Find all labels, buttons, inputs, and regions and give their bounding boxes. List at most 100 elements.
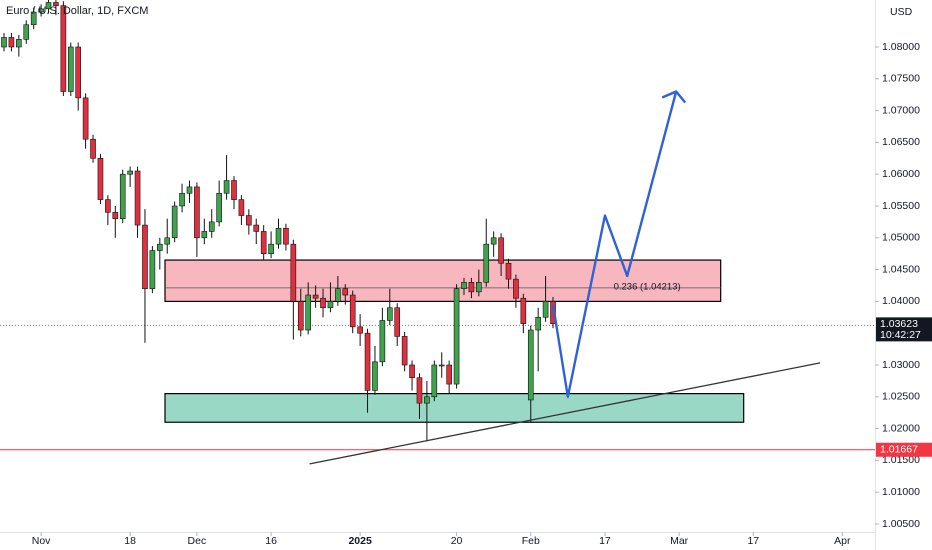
x-tick-label: Dec bbox=[188, 535, 207, 547]
candle-body bbox=[424, 396, 430, 404]
candle-body bbox=[149, 250, 156, 289]
candle-body bbox=[335, 288, 341, 302]
candle-body bbox=[327, 301, 334, 309]
y-tick-label: 1.05000 bbox=[882, 232, 920, 244]
candle-body bbox=[75, 46, 81, 99]
y-tick-label: 1.02500 bbox=[882, 391, 920, 403]
candle-body bbox=[535, 316, 541, 331]
x-tick-label: 2025 bbox=[348, 535, 372, 547]
candle-body bbox=[542, 301, 549, 318]
candle-body bbox=[8, 37, 15, 48]
candle-body bbox=[372, 361, 378, 391]
candle-body bbox=[446, 364, 452, 385]
candle-body bbox=[1, 37, 7, 48]
candle-body bbox=[483, 243, 490, 283]
y-tick-label: 1.03000 bbox=[882, 359, 920, 371]
candle-body bbox=[431, 364, 438, 398]
chart-title: Euro / U.S. Dollar, 1D, FXCM bbox=[6, 5, 148, 17]
candle-body bbox=[401, 336, 408, 366]
y-tick-label: 1.07500 bbox=[882, 73, 920, 85]
candle-body bbox=[23, 24, 30, 40]
y-tick-label: 1.02000 bbox=[882, 422, 920, 434]
x-tick-label: Apr bbox=[834, 535, 851, 547]
x-tick-label: 20 bbox=[451, 535, 463, 547]
candle-body bbox=[171, 205, 178, 239]
candle-body bbox=[119, 173, 126, 220]
currency-label: USD bbox=[890, 6, 913, 18]
candle-body bbox=[186, 186, 193, 194]
support-price-label: 1.01667 bbox=[880, 444, 918, 456]
zone bbox=[164, 393, 745, 423]
x-tick-label: 17 bbox=[747, 535, 759, 547]
y-tick-label: 1.04000 bbox=[882, 295, 920, 307]
candle-body bbox=[82, 97, 89, 140]
candle-body bbox=[342, 288, 349, 296]
projection-arrowhead bbox=[661, 90, 687, 104]
candle-body bbox=[320, 297, 326, 309]
y-tick-label: 1.05500 bbox=[882, 200, 920, 212]
x-tick-label: Mar bbox=[670, 535, 689, 547]
candle-body bbox=[67, 46, 74, 92]
y-tick-label: 1.01500 bbox=[882, 454, 920, 466]
candle-body bbox=[527, 329, 534, 401]
candle-body bbox=[312, 294, 319, 299]
y-tick-label: 1.06500 bbox=[882, 136, 920, 148]
plot-area: 0.236 (1.04213) bbox=[0, 0, 875, 465]
candle-body bbox=[490, 237, 497, 245]
candle-body bbox=[53, 2, 59, 6]
candle-body bbox=[461, 282, 467, 289]
candle-body bbox=[238, 199, 245, 216]
candle-body bbox=[157, 243, 163, 251]
y-tick-label: 1.08000 bbox=[882, 41, 920, 53]
candle-body bbox=[349, 294, 356, 328]
candle-body bbox=[105, 199, 111, 213]
candle-body bbox=[30, 11, 37, 26]
x-tick-label: Feb bbox=[522, 535, 540, 547]
zone bbox=[164, 259, 722, 302]
candle-body bbox=[505, 262, 512, 280]
candle-body bbox=[194, 186, 200, 239]
candle-body bbox=[386, 307, 393, 321]
candle-body bbox=[550, 301, 556, 324]
candle-body bbox=[134, 170, 141, 226]
candle-body bbox=[275, 227, 282, 245]
y-tick-label: 1.06000 bbox=[882, 168, 920, 180]
candle-body bbox=[297, 301, 304, 331]
fib-label: 0.236 (1.04213) bbox=[614, 281, 681, 292]
countdown-label: 10:42:27 bbox=[880, 329, 921, 341]
candle-body bbox=[364, 332, 371, 391]
candle-body bbox=[468, 282, 475, 293]
candle-body bbox=[260, 231, 267, 254]
x-tick-label: Nov bbox=[32, 535, 51, 547]
candle-body bbox=[438, 364, 445, 367]
projection-path bbox=[551, 91, 678, 398]
candle-body bbox=[305, 294, 311, 331]
x-tick-label: 18 bbox=[124, 535, 136, 547]
candle-body bbox=[520, 297, 527, 324]
candle-body bbox=[97, 157, 104, 200]
candle-body bbox=[416, 377, 423, 404]
candle-body bbox=[216, 192, 222, 223]
candle-body bbox=[90, 138, 96, 159]
candle-body bbox=[179, 192, 185, 207]
candle-body bbox=[112, 212, 119, 220]
x-tick-label: 17 bbox=[599, 535, 611, 547]
candle-body bbox=[357, 326, 363, 334]
candle-body bbox=[453, 288, 460, 385]
candle-body bbox=[142, 224, 148, 289]
candle-body bbox=[394, 307, 401, 337]
candle-body bbox=[246, 215, 252, 226]
x-tick-label: 16 bbox=[265, 535, 277, 547]
candle-body bbox=[60, 5, 67, 92]
candle-body bbox=[476, 282, 482, 293]
candle-body bbox=[379, 320, 386, 363]
candle-body bbox=[208, 221, 215, 232]
current-price-box bbox=[876, 317, 932, 342]
candle-body bbox=[268, 243, 274, 254]
y-tick-label: 1.01000 bbox=[882, 486, 920, 498]
candle-body bbox=[409, 364, 415, 379]
candle-body bbox=[38, 8, 44, 13]
y-tick-label: 1.00500 bbox=[882, 518, 920, 530]
candle-body bbox=[253, 224, 260, 232]
